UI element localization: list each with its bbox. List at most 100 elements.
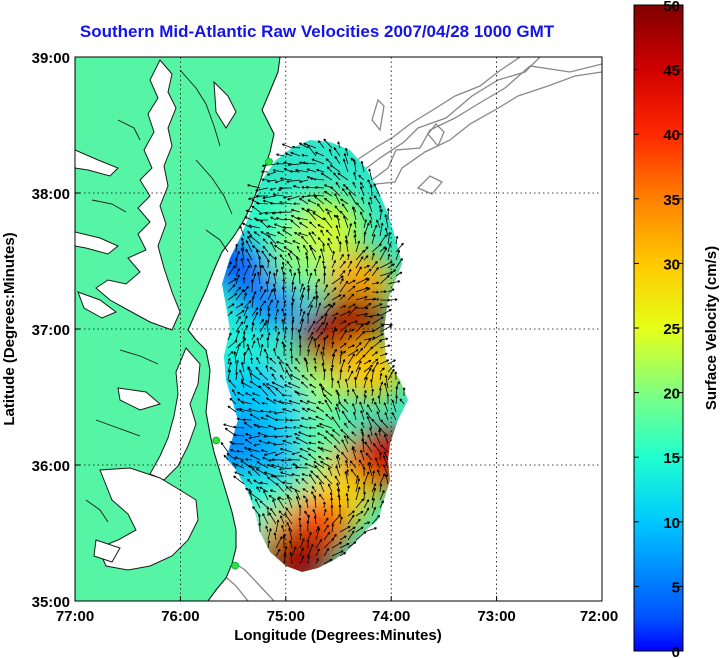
velocity-vector: [278, 467, 293, 471]
velocity-vector: [331, 429, 341, 437]
velocity-vector: [227, 284, 236, 293]
velocity-vector: [279, 254, 285, 261]
velocity-vector: [266, 259, 270, 269]
velocity-vector: [339, 310, 351, 317]
velocity-vector: [291, 451, 301, 456]
velocity-vector: [251, 205, 261, 213]
velocity-vector: [360, 410, 365, 421]
velocity-vector: [379, 234, 387, 245]
velocity-vector: [327, 467, 333, 477]
velocity-vector: [367, 434, 373, 445]
velocity-vector: [317, 224, 325, 229]
velocity-vector: [260, 409, 269, 413]
velocity-vector: [331, 341, 335, 349]
velocity-vector: [331, 302, 336, 309]
velocity-vector: [363, 277, 370, 285]
velocity-vector: [302, 161, 317, 165]
colorbar-tick-label: 35: [663, 192, 680, 209]
velocity-vector: [253, 443, 261, 447]
velocity-vector: [339, 278, 344, 285]
velocity-vector: [363, 376, 368, 389]
velocity-vector: [371, 298, 380, 301]
velocity-vector: [245, 240, 253, 253]
velocity-vector: [383, 402, 389, 413]
velocity-vector: [347, 344, 355, 349]
velocity-vector: [259, 481, 269, 485]
velocity-vector: [281, 308, 285, 317]
velocity-vector: [235, 359, 239, 373]
velocity-vector: [315, 527, 321, 541]
velocity-vector: [328, 148, 333, 157]
colorbar-tick-label: 30: [663, 256, 680, 273]
velocity-vector: [299, 399, 309, 405]
velocity-vector: [298, 504, 302, 517]
velocity-vector: [315, 315, 324, 325]
velocity-vector: [371, 397, 375, 405]
velocity-vector: [317, 401, 325, 405]
velocity-vector: [369, 220, 373, 229]
velocity-vector: [308, 453, 317, 461]
velocity-vector: [247, 230, 253, 237]
velocity-vector: [281, 318, 285, 333]
velocity-vector: [227, 265, 236, 277]
velocity-vector: [275, 536, 283, 549]
velocity-vector: [399, 398, 405, 405]
velocity-vector: [301, 235, 309, 245]
velocity-vector: [260, 416, 269, 421]
velocity-vector: [339, 305, 347, 309]
velocity-vector: [339, 270, 346, 277]
velocity-vector: [351, 447, 357, 461]
velocity-vector: [379, 489, 385, 501]
velocity-vector: [376, 219, 381, 229]
velocity-vector: [347, 293, 355, 301]
velocity-vector: [262, 513, 269, 525]
velocity-vector: [356, 202, 365, 213]
velocity-vector: [306, 408, 317, 413]
velocity-vector: [341, 188, 349, 197]
velocity-vector: [363, 231, 367, 245]
velocity-vector: [331, 353, 336, 365]
velocity-vector: [267, 225, 277, 229]
velocity-vector: [353, 229, 357, 237]
velocity-vector: [299, 283, 304, 293]
velocity-vector: [267, 270, 272, 285]
velocity-vector: [369, 379, 373, 389]
velocity-vector: [371, 267, 379, 277]
velocity-vector: [315, 278, 321, 285]
velocity-vector: [347, 303, 356, 309]
velocity-vector: [371, 487, 377, 501]
velocity-vector: [293, 426, 301, 429]
velocity-vector: [319, 481, 325, 493]
velocity-vector: [330, 504, 334, 517]
velocity-vector: [306, 539, 310, 549]
velocity-vector: [280, 515, 285, 525]
velocity-vector: [271, 381, 285, 389]
velocity-vector: [290, 208, 301, 213]
velocity-vector: [284, 152, 293, 157]
velocity-vector: [255, 424, 269, 429]
velocity-vector: [316, 424, 325, 429]
velocity-vector: [268, 458, 277, 462]
velocity-vector: [363, 265, 370, 269]
velocity-vector: [235, 310, 245, 317]
velocity-vector: [387, 298, 398, 302]
velocity-vector: [294, 489, 301, 501]
velocity-vector: [245, 433, 253, 437]
velocity-vector: [371, 303, 383, 309]
velocity-vector: [299, 532, 303, 541]
velocity-vector: [290, 355, 294, 365]
velocity-vector: [331, 275, 344, 285]
velocity-vector: [290, 151, 301, 157]
velocity-vector: [322, 260, 325, 269]
velocity-vector: [320, 351, 325, 365]
velocity-vector: [362, 481, 366, 493]
velocity-vector: [270, 241, 277, 253]
velocity-vector: [297, 329, 301, 341]
velocity-vector: [235, 321, 244, 333]
velocity-vector: [379, 247, 388, 261]
velocity-vector: [315, 322, 324, 333]
velocity-vector: [267, 313, 271, 325]
velocity-vector: [392, 412, 397, 421]
velocity-vector: [273, 411, 285, 415]
velocity-vector: [299, 179, 309, 183]
